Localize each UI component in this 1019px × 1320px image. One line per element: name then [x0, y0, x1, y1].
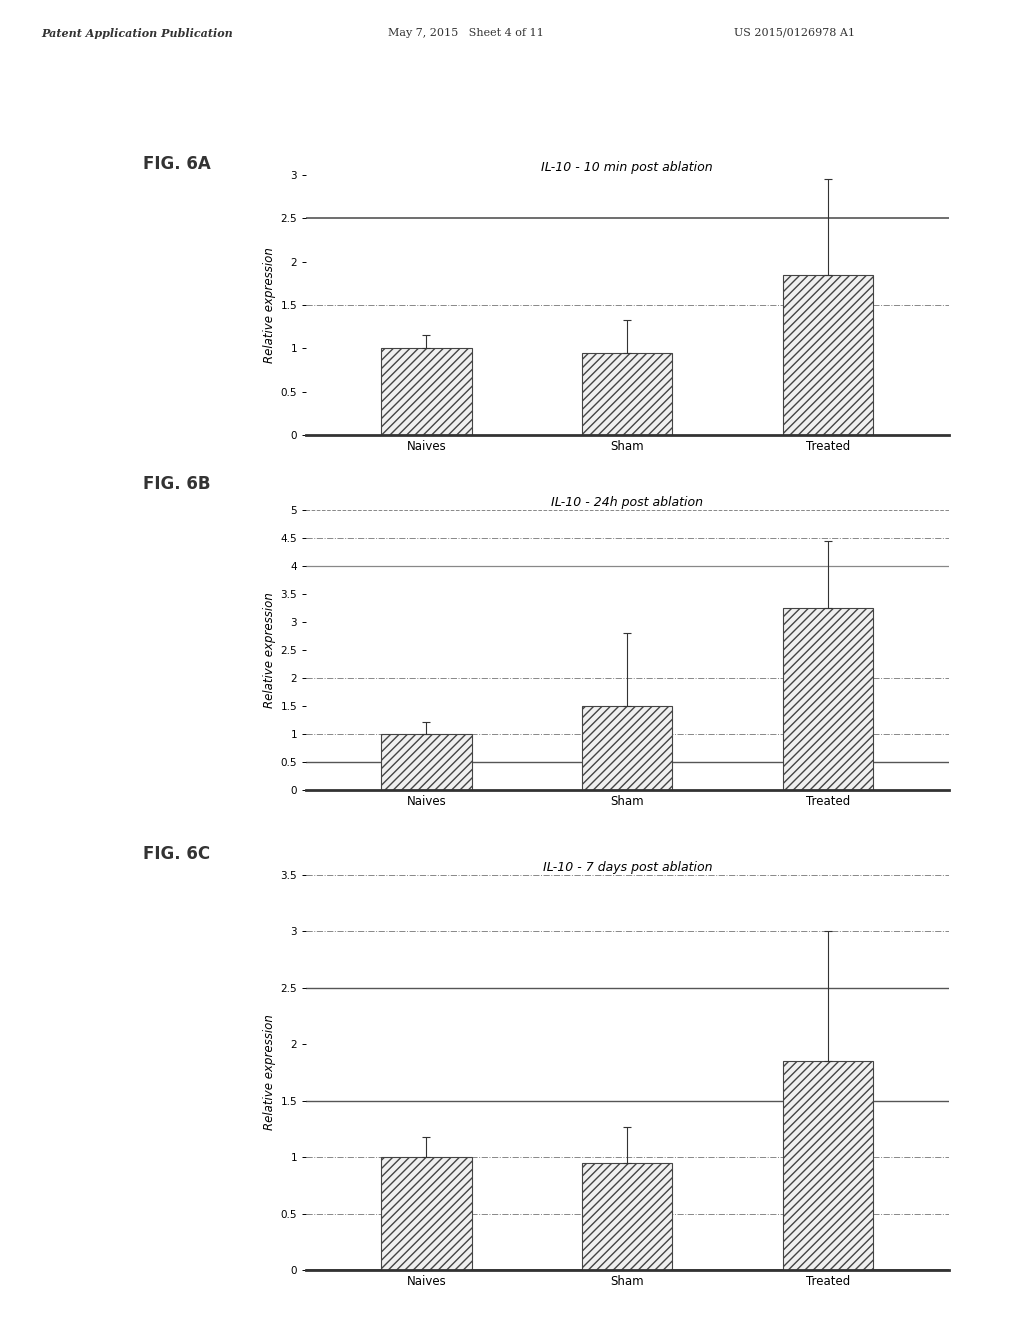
Bar: [783, 275, 872, 436]
Text: FIG. 6C: FIG. 6C: [143, 845, 210, 863]
Title: IL-10 - 10 min post ablation: IL-10 - 10 min post ablation: [541, 161, 712, 174]
Bar: [582, 706, 672, 789]
Text: FIG. 6B: FIG. 6B: [143, 475, 210, 492]
Bar: [381, 348, 471, 436]
Bar: [381, 734, 471, 789]
Text: May 7, 2015   Sheet 4 of 11: May 7, 2015 Sheet 4 of 11: [387, 28, 543, 38]
Text: US 2015/0126978 A1: US 2015/0126978 A1: [734, 28, 855, 38]
Y-axis label: Relative expression: Relative expression: [263, 593, 276, 708]
Title: IL-10 - 7 days post ablation: IL-10 - 7 days post ablation: [542, 861, 711, 874]
Bar: [381, 1158, 471, 1270]
Bar: [582, 352, 672, 436]
Title: IL-10 - 24h post ablation: IL-10 - 24h post ablation: [550, 496, 703, 508]
Bar: [582, 1163, 672, 1270]
Text: Patent Application Publication: Patent Application Publication: [41, 28, 232, 38]
Bar: [783, 1061, 872, 1270]
Y-axis label: Relative expression: Relative expression: [263, 247, 276, 363]
Text: FIG. 6A: FIG. 6A: [143, 154, 210, 173]
Bar: [783, 609, 872, 789]
Y-axis label: Relative expression: Relative expression: [263, 1015, 276, 1130]
